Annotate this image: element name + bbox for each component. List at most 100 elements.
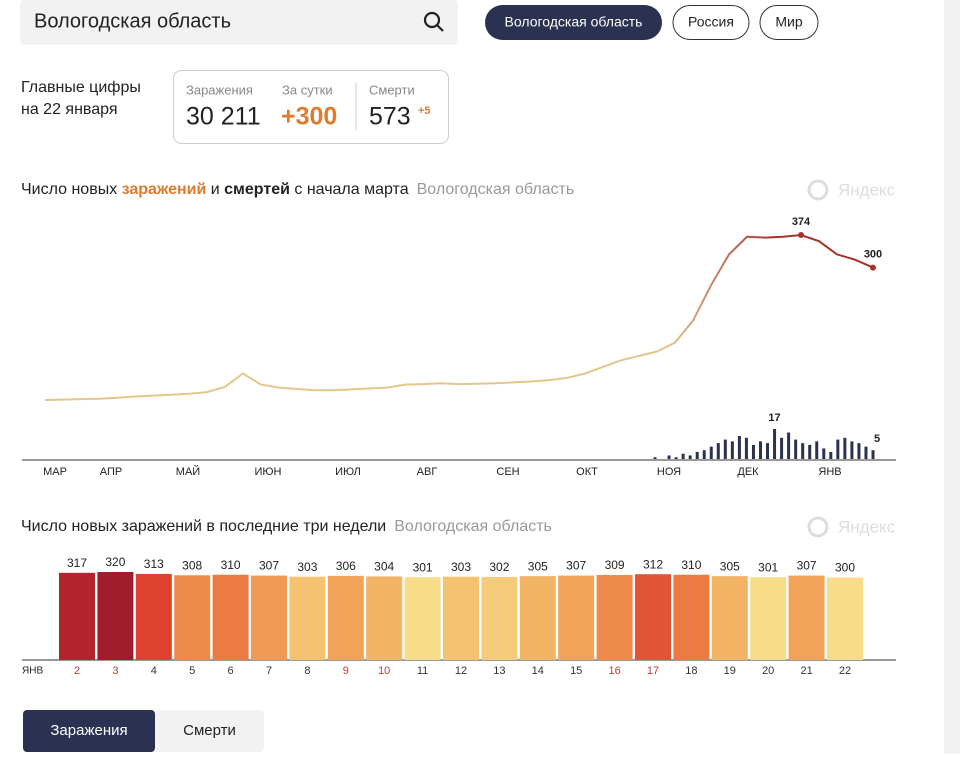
death-bar [850, 441, 854, 459]
death-bar [709, 446, 713, 459]
tab-label: Вологодская область [505, 14, 643, 30]
scrollbar[interactable] [944, 0, 960, 754]
bar [519, 576, 556, 660]
data-label: 309 [605, 558, 625, 572]
bar [711, 576, 748, 660]
data-label: 303 [297, 560, 317, 574]
button-active[interactable] [23, 710, 155, 752]
bar [788, 575, 825, 660]
death-bar [780, 437, 784, 459]
data-label: 317 [67, 556, 87, 570]
title-part: и [206, 181, 224, 198]
x-tick-label: 4 [151, 665, 157, 677]
tab[interactable] [672, 5, 750, 40]
search-box[interactable] [20, 0, 458, 45]
death-bar [836, 439, 840, 459]
bar [750, 577, 787, 660]
data-label: 308 [182, 558, 202, 572]
title: Число новых заражений в последние три не… [21, 518, 386, 535]
data-label: 301 [758, 560, 778, 574]
death-bar [751, 444, 755, 459]
month-label: ОКТ [576, 466, 598, 478]
chart-title: Число новых заражений в последние три не… [21, 518, 552, 535]
death-bar [653, 457, 657, 459]
title-part: Число новых [21, 181, 122, 198]
death-bar [723, 439, 727, 459]
summary-heading: на 22 января [21, 101, 118, 118]
point [798, 232, 804, 238]
death-bar [787, 432, 791, 459]
death-bar [716, 443, 720, 459]
death-bar [766, 443, 770, 459]
summary-heading: Главные цифры [21, 79, 141, 96]
death-bar [808, 444, 812, 459]
x-tick-label: 16 [608, 665, 620, 677]
data-label: 374 [792, 216, 811, 228]
tab-active[interactable] [485, 5, 662, 40]
data-label: 320 [105, 555, 125, 569]
month-label: СЕН [496, 466, 519, 478]
x-tick-label: 21 [800, 665, 812, 677]
tab-label: Мир [775, 14, 802, 30]
death-bar [681, 453, 685, 459]
data-label: 5 [874, 433, 880, 445]
x-tick-label: 13 [493, 665, 505, 677]
bar [827, 577, 863, 660]
stat-label: За сутки [282, 82, 333, 97]
watermark-logo [807, 179, 829, 201]
infection-line [44, 233, 874, 401]
x-tick-label: 15 [570, 665, 582, 677]
death-bar [801, 443, 805, 459]
death-bar [864, 446, 868, 459]
x-tick-label: 17 [647, 665, 659, 677]
bar [404, 577, 441, 660]
month-label: АПР [100, 466, 122, 478]
death-bar [773, 429, 777, 459]
x-tick-label: 14 [532, 665, 544, 677]
bar [481, 576, 518, 660]
x-tick-label: 8 [304, 665, 310, 677]
bar [251, 575, 287, 660]
death-bar [744, 437, 748, 459]
watermark-logo [807, 516, 829, 538]
bar [327, 575, 364, 660]
data-label: 302 [489, 560, 509, 574]
data-label: 307 [566, 559, 586, 573]
death-bar [857, 443, 861, 459]
death-bar [758, 441, 762, 459]
data-label: 310 [681, 558, 701, 572]
title-part: с начала марта [290, 181, 409, 198]
bar [635, 574, 671, 660]
death-bar [815, 441, 819, 459]
data-label: 313 [144, 557, 164, 571]
data-label: 300 [864, 249, 882, 261]
title-part: заражений [122, 181, 207, 198]
x-tick-label: 18 [685, 665, 697, 677]
data-label: 307 [797, 559, 817, 573]
month-label: ЯНВ [818, 466, 841, 478]
point [870, 264, 876, 271]
button-label: Заражения [50, 722, 127, 739]
x-tick-label: 5 [189, 665, 195, 677]
month-label: НОЯ [657, 466, 681, 478]
tab[interactable] [759, 5, 819, 40]
data-label: 310 [221, 558, 241, 572]
month-label: МАЙ [176, 465, 200, 478]
data-label: 312 [643, 557, 663, 571]
data-label: 305 [720, 559, 740, 573]
x-tick-label: 6 [228, 665, 234, 677]
month-label: ИЮЛ [335, 466, 361, 478]
data-label: 307 [259, 559, 279, 573]
tab-label: Россия [688, 14, 734, 30]
data-label: 300 [835, 561, 855, 575]
x-tick-label: 22 [839, 665, 851, 677]
watermark: Яндекс [838, 180, 896, 199]
x-tick-label: 3 [112, 665, 118, 677]
button[interactable] [155, 710, 264, 752]
x-tick-label: 20 [762, 665, 774, 677]
search-icon[interactable] [423, 11, 444, 32]
death-bar [688, 455, 692, 459]
month-label: МАР [43, 466, 67, 478]
stat-value: 573 [369, 103, 411, 131]
